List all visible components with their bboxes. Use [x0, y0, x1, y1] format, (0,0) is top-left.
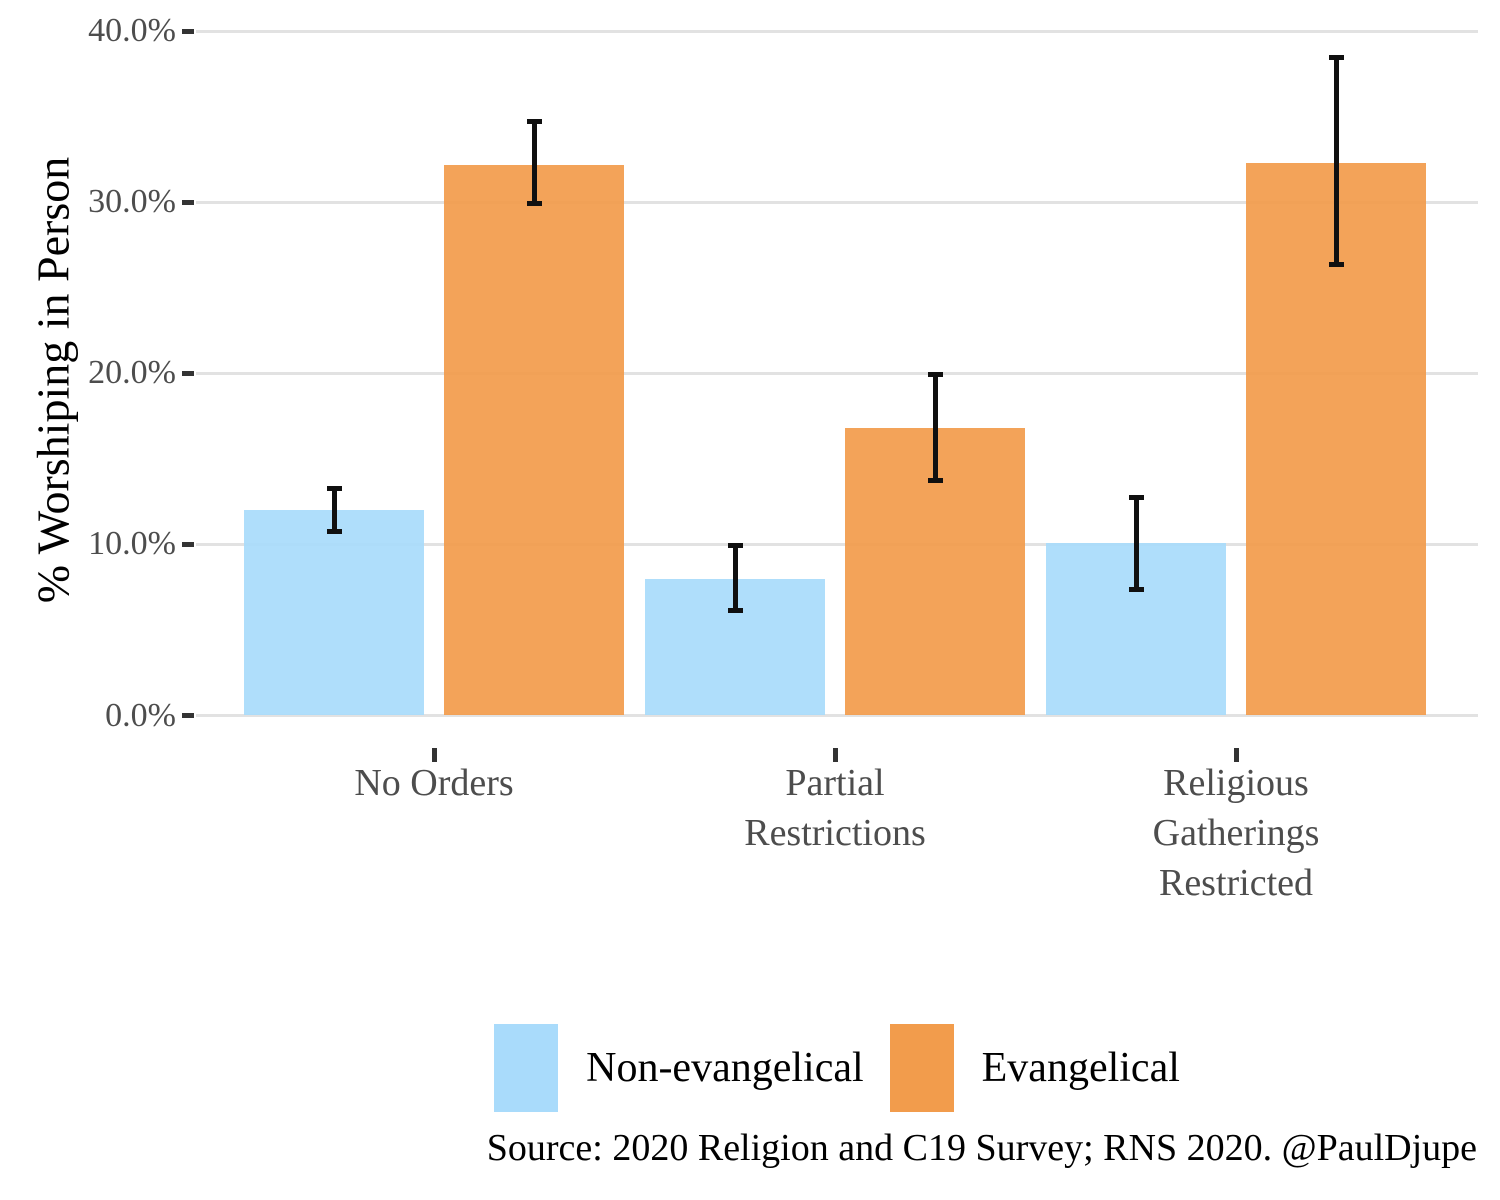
error-bar-religious-gatherings-restricted-evangelical: [1328, 55, 1344, 268]
y-tick-mark: [182, 713, 194, 718]
gridline-20.0%: [196, 371, 1478, 375]
y-tick-label: 20.0%: [88, 354, 176, 392]
y-tick-label: 30.0%: [88, 183, 176, 221]
error-bar-stem: [531, 118, 537, 206]
x-tick-label-religious-gatherings-restricted: Religious Gatherings Restricted: [1076, 758, 1396, 908]
legend-label: Non-evangelical: [586, 1045, 864, 1091]
bar-no-orders-evangelical: [444, 164, 624, 716]
legend-key-swatch: [494, 1024, 559, 1112]
error-bar-partial-restrictions-non-evangelical: [727, 542, 743, 613]
error-bar-stem: [932, 371, 938, 483]
x-tick-label-line: Gatherings: [1152, 812, 1320, 854]
x-tick-label-line: Partial: [785, 762, 885, 804]
legend-item-non-evangelical: Non-evangelical: [494, 1024, 864, 1112]
legend-label: Evangelical: [981, 1045, 1180, 1091]
x-tick-mark: [1233, 748, 1239, 762]
x-tick-label-no-orders: No Orders: [274, 758, 594, 808]
x-tick-label-line: Restricted: [1158, 862, 1314, 904]
legend: Non-evangelical Evangelical: [196, 1024, 1478, 1112]
bar-no-orders-non-evangelical: [244, 510, 424, 716]
y-tick-label: 10.0%: [88, 525, 176, 563]
y-tick-mark: [182, 199, 194, 205]
x-tick-label-line: Religious: [1163, 762, 1309, 804]
y-tick-mark: [182, 541, 194, 547]
error-bar-partial-restrictions-evangelical: [927, 371, 943, 483]
error-bar-no-orders-evangelical: [526, 118, 542, 206]
y-tick-label: 0.0%: [105, 696, 176, 734]
x-tick-mark: [832, 748, 838, 762]
y-tick-label: 40.0%: [88, 12, 176, 50]
x-tick-label-line: No Orders: [354, 762, 514, 804]
gridline-10.0%: [196, 542, 1478, 546]
legend-key-swatch: [889, 1024, 954, 1112]
gridline-0.0%: [196, 714, 1478, 717]
error-bar-stem: [1333, 55, 1339, 268]
error-bar-stem: [732, 542, 738, 613]
x-tick-mark: [431, 748, 437, 762]
y-tick-mark: [182, 370, 194, 376]
x-tick-label-line: Restrictions: [744, 812, 926, 854]
error-bar-religious-gatherings-restricted-non-evangelical: [1128, 494, 1144, 593]
gridline-30.0%: [196, 200, 1478, 204]
y-axis-title: % Worshiping in Person: [27, 156, 79, 604]
x-tick-label-partial-restrictions: Partial Restrictions: [675, 758, 995, 858]
error-bar-stem: [331, 486, 337, 535]
y-tick-mark: [182, 28, 194, 34]
source-caption: Source: 2020 Religion and C19 Survey; RN…: [486, 1127, 1477, 1169]
legend-item-evangelical: Evangelical: [889, 1024, 1180, 1112]
gridline-40.0%: [196, 29, 1478, 33]
error-bar-no-orders-non-evangelical: [326, 486, 342, 535]
error-bar-stem: [1133, 494, 1139, 593]
